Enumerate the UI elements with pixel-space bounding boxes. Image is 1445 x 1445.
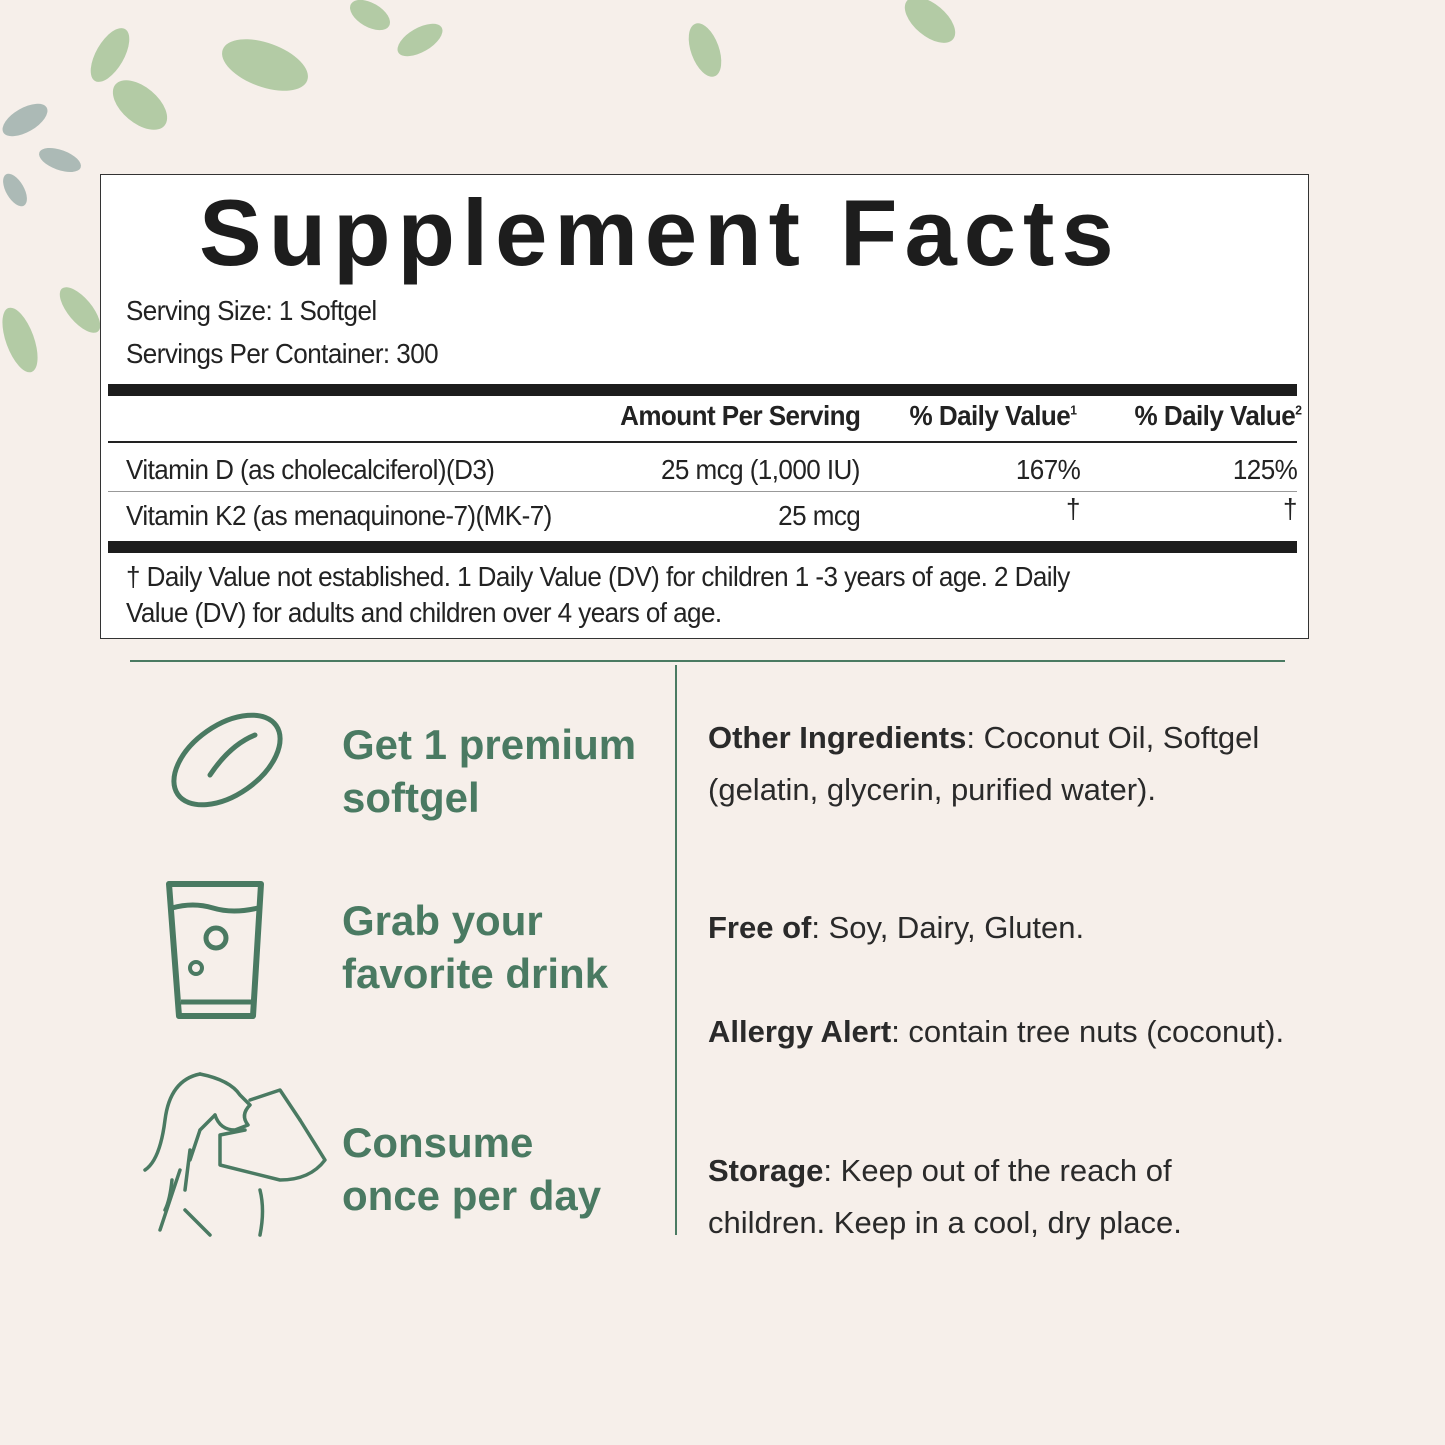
header-dv1: % Daily Value1 bbox=[909, 400, 1076, 431]
woman-drinking-icon bbox=[143, 1072, 327, 1237]
supplement-facts-panel: Supplement Facts Serving Size: 1 Softgel… bbox=[100, 174, 1309, 639]
thick-divider bbox=[108, 541, 1297, 553]
step-softgel: Get 1 premium softgel bbox=[342, 721, 637, 821]
step-consume: Consume once per day bbox=[342, 1119, 602, 1219]
storage: Storage: Keep out of the reach of childr… bbox=[708, 1153, 1182, 1240]
thick-divider bbox=[108, 384, 1297, 396]
row-dv1: 167% bbox=[1015, 454, 1081, 485]
row-divider bbox=[108, 491, 1297, 492]
glass-icon bbox=[166, 881, 264, 1019]
row-dv1: † bbox=[1066, 493, 1080, 524]
servings-per-container: Servings Per Container: 300 bbox=[126, 338, 439, 369]
row-amount: 25 mcg (1,000 IU) bbox=[661, 454, 860, 485]
row-dv2: 125% bbox=[1232, 454, 1298, 485]
row-name: Vitamin K2 (as menaquinone-7)(MK-7) bbox=[126, 500, 552, 531]
footnote-line: † Daily Value not established. 1 Daily V… bbox=[126, 561, 1070, 592]
row-dv2: † bbox=[1283, 493, 1297, 524]
section-divider bbox=[130, 660, 1285, 662]
other-ingredients: Other Ingredients: Coconut Oil, Softgel … bbox=[708, 720, 1260, 807]
free-of: Free of: Soy, Dairy, Gluten. bbox=[708, 910, 1085, 945]
column-divider bbox=[675, 665, 677, 1235]
header-dv2: % Daily Value2 bbox=[1134, 400, 1301, 431]
leaves-decoration bbox=[2, 0, 956, 373]
header-divider bbox=[108, 441, 1297, 443]
row-amount: 25 mcg bbox=[777, 500, 861, 531]
step-drink: Grab your favorite drink bbox=[342, 897, 609, 997]
softgel-icon bbox=[171, 712, 283, 808]
footnote-line: Value (DV) for adults and children over … bbox=[126, 597, 722, 628]
allergy-alert: Allergy Alert: contain tree nuts (coconu… bbox=[708, 1014, 1285, 1049]
row-name: Vitamin D (as cholecalciferol)(D3) bbox=[126, 454, 495, 485]
facts-title: Supplement Facts bbox=[199, 180, 1121, 285]
serving-size: Serving Size: 1 Softgel bbox=[126, 295, 377, 326]
header-amount: Amount Per Serving bbox=[619, 400, 861, 431]
